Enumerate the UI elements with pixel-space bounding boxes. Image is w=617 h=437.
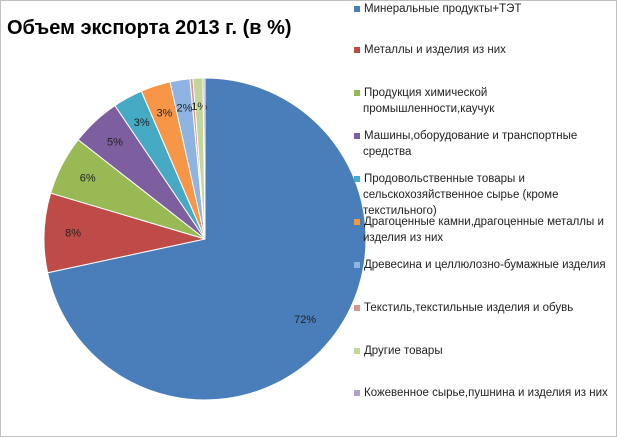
pie-slice (202, 77, 206, 240)
data-label: 3% (134, 117, 150, 129)
legend-entry: Минеральные продукты+ТЭТ (354, 1, 613, 17)
legend-entry: Кожевенное сырье,пушнина и изделия из ни… (354, 385, 613, 401)
legend-marker (354, 262, 360, 268)
legend-marker (354, 305, 360, 311)
legend-label: Металлы и изделия из них (364, 44, 506, 56)
legend-label: Древесина и целлюлозно-бумажные изделия (364, 259, 606, 271)
legend-label: Минеральные продукты+ТЭТ (364, 3, 522, 15)
data-label: 8% (65, 228, 81, 240)
pie-slice (46, 77, 367, 401)
data-label: 6% (80, 172, 96, 184)
data-label: 72% (294, 314, 316, 326)
legend-marker (354, 390, 360, 396)
legend-entry: Продукция химической промышленности,кауч… (354, 85, 613, 117)
legend-marker (354, 348, 360, 354)
legend-entry: Другие товары (354, 343, 613, 359)
chart-title: Объем экспорта 2013 г. (в %) (7, 17, 292, 39)
legend-label: Продукция химической промышленности,кауч… (363, 87, 495, 115)
legend-label: Драгоценные камни,драгоценные металлы и … (363, 216, 604, 244)
legend-entry: Текстиль,текстильные изделия и обувь (354, 300, 613, 316)
legend-marker (354, 219, 360, 225)
data-label: 3% (156, 107, 172, 119)
legend-marker (354, 47, 360, 53)
legend-entry: Продовольственные товары и сельскохозяйс… (354, 171, 613, 219)
legend-label: Другие товары (364, 345, 443, 357)
legend-entry: Драгоценные камни,драгоценные металлы и … (354, 214, 613, 246)
legend-marker (354, 90, 360, 96)
legend-label: Продовольственные товары и сельскохозяйс… (363, 173, 559, 217)
legend-entry: Древесина и целлюлозно-бумажные изделия (354, 257, 613, 273)
legend-label: Машины,оборудование и транспортные средс… (363, 130, 578, 158)
legend-marker (354, 176, 360, 182)
legend-marker (354, 133, 360, 139)
data-label: 2% (176, 102, 192, 114)
data-label: 5% (107, 136, 123, 148)
legend-entry: Машины,оборудование и транспортные средс… (354, 128, 613, 160)
legend-marker (354, 6, 360, 12)
legend-entry: Металлы и изделия из них (354, 42, 613, 58)
legend-label: Кожевенное сырье,пушнина и изделия из ни… (364, 387, 608, 399)
legend-label: Текстиль,текстильные изделия и обувь (364, 302, 574, 314)
